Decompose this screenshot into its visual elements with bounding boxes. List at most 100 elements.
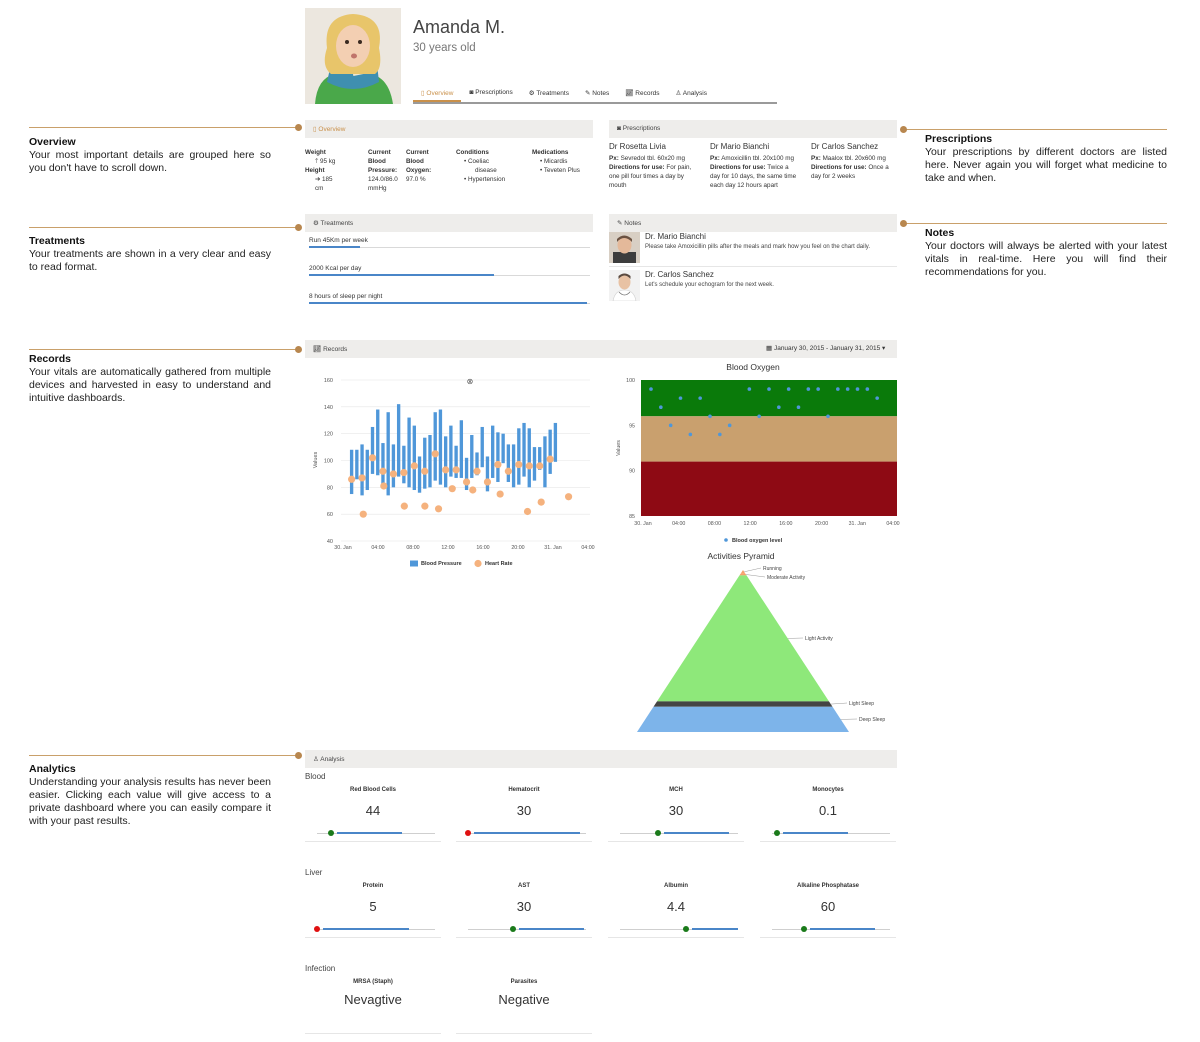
tab-label: Overview <box>426 90 454 97</box>
condition-text: Hypertension <box>467 176 506 183</box>
heart-rate-point <box>469 486 477 494</box>
tab-label: Analysis <box>682 90 707 97</box>
prescription-card[interactable]: Dr Mario Bianchi Px: Amoxicillin tbl. 20… <box>710 142 800 190</box>
date-range-picker[interactable]: ▦ January 30, 2015 - January 31, 2015 ▾ <box>766 344 885 352</box>
pyramid-label: Light Sleep <box>849 701 874 707</box>
tab-notes[interactable]: ✎ Notes <box>577 84 617 102</box>
callout-line <box>29 127 299 128</box>
blood-pressure-bar <box>475 452 479 476</box>
note-item[interactable]: Dr. Carlos Sanchez Let's schedule your e… <box>609 270 897 302</box>
tab-records[interactable]: 📈︎ Records <box>617 84 667 102</box>
treatment-label: Run 45Km per week <box>309 237 368 244</box>
treatment-progress-fill <box>309 274 495 276</box>
analysis-card[interactable]: Hematocrit 30 <box>456 787 592 843</box>
analysis-card[interactable]: Monocytes 0.1 <box>760 787 896 843</box>
chart-title: Activities Pyramid <box>707 551 774 561</box>
y-axis-label: Values <box>616 440 622 456</box>
oxygen-point <box>668 423 673 428</box>
rx-label: Px: <box>609 155 619 162</box>
weight-block: Weight 🡑 95 kg Height ➔ 185 cm <box>305 148 365 193</box>
arrow-right-icon: ➔ <box>315 176 323 183</box>
divider <box>609 266 897 267</box>
analysis-item-label: MCH <box>669 787 683 793</box>
callout-text: Your vitals are automatically gathered f… <box>29 366 271 404</box>
gauge-fill <box>323 928 409 930</box>
analysis-card[interactable]: Albumin 4.4 <box>608 883 744 939</box>
card-divider <box>456 937 592 938</box>
analysis-card[interactable]: Alkaline Phosphatase 60 <box>760 883 896 939</box>
blood-oxygen-chart[interactable]: Blood Oxygen 85 90 95 100 Values 30. Jan 04:00 0… <box>609 360 901 550</box>
blood-pressure-bar <box>532 447 537 481</box>
weight-label: Weight <box>305 149 326 156</box>
activities-pyramid-chart[interactable]: Activities Pyramid Running Moderate Activi… <box>609 548 901 738</box>
patient-age: 30 years old <box>413 42 476 54</box>
heart-rate-point <box>473 467 481 475</box>
directions-line: Directions for use: For pain, one pill f… <box>609 163 699 190</box>
prescription-card[interactable]: Dr Carlos Sanchez Px: Maalox tbl. 20x600… <box>811 142 897 181</box>
rx-value: Maalox tbl. 20x600 mg <box>822 155 886 162</box>
analysis-item-label: Parasites <box>510 979 538 985</box>
tab-analysis[interactable]: ♙ Analysis <box>667 84 715 102</box>
oxygen-point <box>875 396 879 400</box>
prescription-card[interactable]: Dr Rosetta Livia Px: Sevredol tbl. 60x20… <box>609 142 699 190</box>
tab-overview[interactable]: ▯ Overview <box>413 84 462 102</box>
analysis-item-label: Albumin <box>664 883 688 889</box>
callout-title: Analytics <box>29 763 76 775</box>
notes-panel-header: ✎ Notes <box>609 214 897 232</box>
card-divider <box>305 841 441 842</box>
oxygen-point <box>865 387 870 391</box>
blood-pressure-bar <box>496 432 500 482</box>
pyramid-connector <box>745 574 766 578</box>
flask-icon: ♙ <box>313 756 321 763</box>
y-tick-label: 40 <box>327 539 333 545</box>
callout-text: Your treatments are shown in a very clea… <box>29 248 271 273</box>
overview-callout: Overview Your most important details are… <box>29 136 271 175</box>
card-divider <box>608 937 744 938</box>
analysis-card[interactable]: MCH 30 <box>608 787 744 843</box>
oxygen-point <box>757 414 761 419</box>
blood-pressure-bar <box>423 437 427 489</box>
analysis-card[interactable]: AST 30 <box>456 883 592 939</box>
ox-label-line: Blood <box>406 158 424 165</box>
gauge-track <box>620 929 738 930</box>
y-tick-label: 60 <box>327 512 333 518</box>
legend-label: Blood oxygen level <box>732 538 783 544</box>
tab-treatments[interactable]: ⚙ Treatments <box>521 84 577 102</box>
blood-pressure-bar <box>470 435 474 478</box>
analysis-card[interactable]: Protein 5 <box>305 883 441 939</box>
bp-value: 124.0/86.0 <box>368 176 398 183</box>
y-tick-label: 120 <box>324 432 333 438</box>
doctor-name: Dr Carlos Sanchez <box>811 142 879 151</box>
callout-title: Treatments <box>29 235 86 247</box>
treatment-progress-fill <box>309 302 588 304</box>
x-tick-label: 30. Jan <box>634 521 651 527</box>
blood-pressure-bar <box>407 417 411 488</box>
card-divider <box>608 841 744 842</box>
oxygen-point <box>826 414 830 419</box>
analysis-card[interactable]: Parasites Negative <box>456 979 592 1035</box>
analysis-item-value: 4.4 <box>666 899 686 914</box>
y-tick-label: 160 <box>324 378 333 384</box>
card-divider <box>760 937 896 938</box>
x-tick-label: 31. Jan <box>544 545 561 551</box>
analysis-item-label: Red Blood Cells <box>349 787 396 793</box>
analytics-callout: Analytics Understanding your analysis re… <box>29 763 271 828</box>
tab-prescriptions[interactable]: ◙ Prescriptions <box>461 84 520 102</box>
avatar-image <box>305 8 401 104</box>
note-doctor: Dr. Mario Bianchi <box>645 232 706 241</box>
heart-rate-point <box>462 478 471 486</box>
blood-pressure-bar <box>553 422 558 462</box>
note-item[interactable]: Dr. Mario Bianchi Please take Amoxicilli… <box>609 232 897 264</box>
blood-pressure-bar <box>538 447 542 470</box>
analysis-card[interactable]: MRSA (Staph) Nevagtive <box>305 979 441 1035</box>
heart-rate-point <box>389 470 398 478</box>
treatment-progress-fill <box>309 246 360 248</box>
heart-rate-point <box>452 466 460 474</box>
gears-icon: ⚙ <box>313 220 321 227</box>
blood-pressure-chart[interactable]: 40 60 80 100 120 140 160 Values 30. Jan 04:00 08:0… <box>305 372 601 572</box>
records-panel-header: 📈︎ Records <box>305 340 897 358</box>
analysis-card[interactable]: Red Blood Cells 44 <box>305 787 441 843</box>
pyramid-label: Running <box>763 566 782 572</box>
callout-dot <box>295 346 302 353</box>
blood-pressure-block: Current Blood Pressure: 124.0/86.0 mmHg <box>368 148 408 193</box>
